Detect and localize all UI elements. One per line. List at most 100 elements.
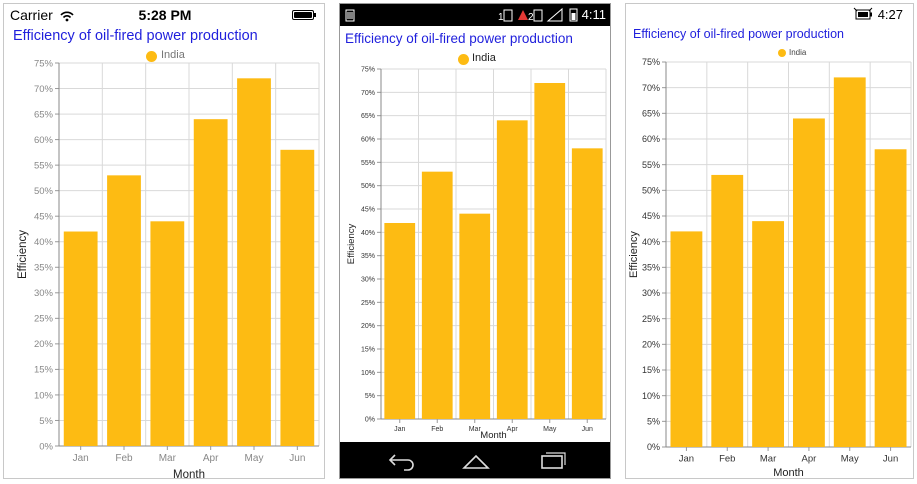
y-tick-label: 15% xyxy=(34,365,54,376)
x-tick-label: May xyxy=(543,426,557,433)
y-tick-label: 70% xyxy=(34,84,54,95)
y-axis-title: Efficiency xyxy=(628,231,640,278)
x-tick-label: Apr xyxy=(507,426,519,433)
bar xyxy=(237,78,271,446)
y-tick-label: 45% xyxy=(34,212,54,223)
bar xyxy=(193,119,228,446)
back-icon[interactable] xyxy=(388,454,414,471)
bar xyxy=(496,120,528,419)
y-axis-title: Efficiency xyxy=(17,230,29,279)
y-tick-label: 15% xyxy=(642,365,660,375)
y-tick-label: 5% xyxy=(39,416,53,427)
y-tick-label: 45% xyxy=(642,211,660,221)
bar xyxy=(280,149,315,446)
y-tick-label: 70% xyxy=(642,83,660,93)
y-tick-label: 35% xyxy=(642,262,660,272)
x-axis-title: Month xyxy=(173,469,205,479)
bar xyxy=(752,221,785,447)
x-tick-label: Jun xyxy=(883,454,898,465)
y-tick-label: 40% xyxy=(642,237,660,247)
x-tick-label: Apr xyxy=(802,454,817,465)
bar xyxy=(107,175,141,446)
y-tick-label: 50% xyxy=(34,186,54,197)
android-phone-frame: 1 2 4:11 Efficiency of oil-fired power p… xyxy=(339,3,611,479)
x-tick-label: Mar xyxy=(159,453,177,464)
y-tick-label: 0% xyxy=(39,441,53,452)
recents-icon[interactable] xyxy=(541,452,566,469)
y-tick-label: 60% xyxy=(642,134,660,144)
y-tick-label: 65% xyxy=(34,109,54,120)
ios-phone-frame: Carrier 5:28 PM Efficiency of oil-fired … xyxy=(3,3,325,479)
legend-marker xyxy=(146,51,157,62)
y-tick-label: 45% xyxy=(361,206,375,213)
svg-text:1: 1 xyxy=(498,12,504,23)
y-tick-label: 10% xyxy=(361,370,375,377)
status-time: 5:28 PM xyxy=(138,7,192,23)
bar xyxy=(384,223,416,419)
y-tick-label: 25% xyxy=(361,300,375,307)
android-status-bar: 1 2 4:11 xyxy=(340,4,610,26)
x-axis-title: Month xyxy=(773,467,804,479)
chart-title: Efficiency of oil-fired power production xyxy=(13,28,258,44)
wifi-icon xyxy=(60,11,74,22)
y-tick-label: 55% xyxy=(642,160,660,170)
y-tick-label: 5% xyxy=(365,393,375,400)
y-tick-label: 5% xyxy=(647,416,660,426)
y-tick-label: 30% xyxy=(34,288,54,299)
battery-icon xyxy=(292,10,316,20)
bar xyxy=(459,213,491,419)
y-tick-label: 20% xyxy=(34,339,54,350)
x-tick-label: Jan xyxy=(394,426,405,433)
y-tick-label: 65% xyxy=(361,113,375,120)
x-tick-label: Jan xyxy=(679,454,694,465)
chart-plot: 0% 5% 10% 15% 20% 25% 30% 35% 40% 45% 50% 55% 60% 65%… xyxy=(17,58,320,479)
x-tick-label: May xyxy=(841,454,859,465)
bar xyxy=(711,174,744,447)
android-nav-bar xyxy=(340,442,610,478)
y-tick-label: 10% xyxy=(34,390,54,401)
home-icon[interactable] xyxy=(462,454,490,469)
bar xyxy=(571,148,603,420)
chart-title: Efficiency of oil-fired power production xyxy=(345,31,573,46)
y-tick-label: 35% xyxy=(34,263,54,274)
x-tick-label: Feb xyxy=(431,426,443,433)
bar xyxy=(534,83,566,419)
y-tick-label: 75% xyxy=(361,66,375,73)
status-time: 4:27 xyxy=(877,7,903,22)
y-tick-label: 0% xyxy=(365,416,375,423)
bar xyxy=(874,149,907,447)
x-tick-label: Mar xyxy=(469,426,482,433)
battery-icon xyxy=(853,7,873,20)
legend-marker xyxy=(778,49,786,57)
bar xyxy=(670,231,703,447)
bar xyxy=(63,231,98,446)
y-tick-label: 20% xyxy=(642,339,660,349)
y-axis-title: Efficiency xyxy=(346,224,357,265)
carrier-label: Carrier xyxy=(10,7,53,23)
y-tick-label: 35% xyxy=(361,253,375,260)
x-tick-label: Jan xyxy=(73,453,89,464)
y-tick-label: 50% xyxy=(361,183,375,190)
legend-marker xyxy=(458,54,469,65)
y-tick-label: 30% xyxy=(361,276,375,283)
y-tick-label: 0% xyxy=(647,442,660,452)
y-tick-label: 60% xyxy=(361,136,375,143)
chart-title: Efficiency of oil-fired power production xyxy=(633,27,844,41)
x-axis-title: Month xyxy=(480,430,506,441)
y-tick-label: 55% xyxy=(34,160,54,171)
y-tick-label: 50% xyxy=(642,185,660,195)
x-tick-label: Feb xyxy=(115,453,133,464)
x-tick-label: Jun xyxy=(582,426,593,433)
chart-plot: 0% 5% 10% 15% 20% 25% 30% 35% 40% 45% 50% 55% 60% 65%… xyxy=(628,57,912,479)
x-tick-label: Apr xyxy=(203,453,219,464)
bar xyxy=(150,221,185,446)
x-tick-label: May xyxy=(245,453,264,464)
y-tick-label: 70% xyxy=(361,90,375,97)
bar xyxy=(421,171,453,419)
y-tick-label: 65% xyxy=(642,108,660,118)
y-tick-label: 25% xyxy=(34,314,54,325)
bar xyxy=(792,118,825,447)
y-tick-label: 30% xyxy=(642,288,660,298)
y-tick-label: 75% xyxy=(642,57,660,67)
chart-plot: 0% 5% 10% 15% 20% 25% 30% 35% 40% 45% 50% 55% 60% 65%… xyxy=(346,66,607,441)
